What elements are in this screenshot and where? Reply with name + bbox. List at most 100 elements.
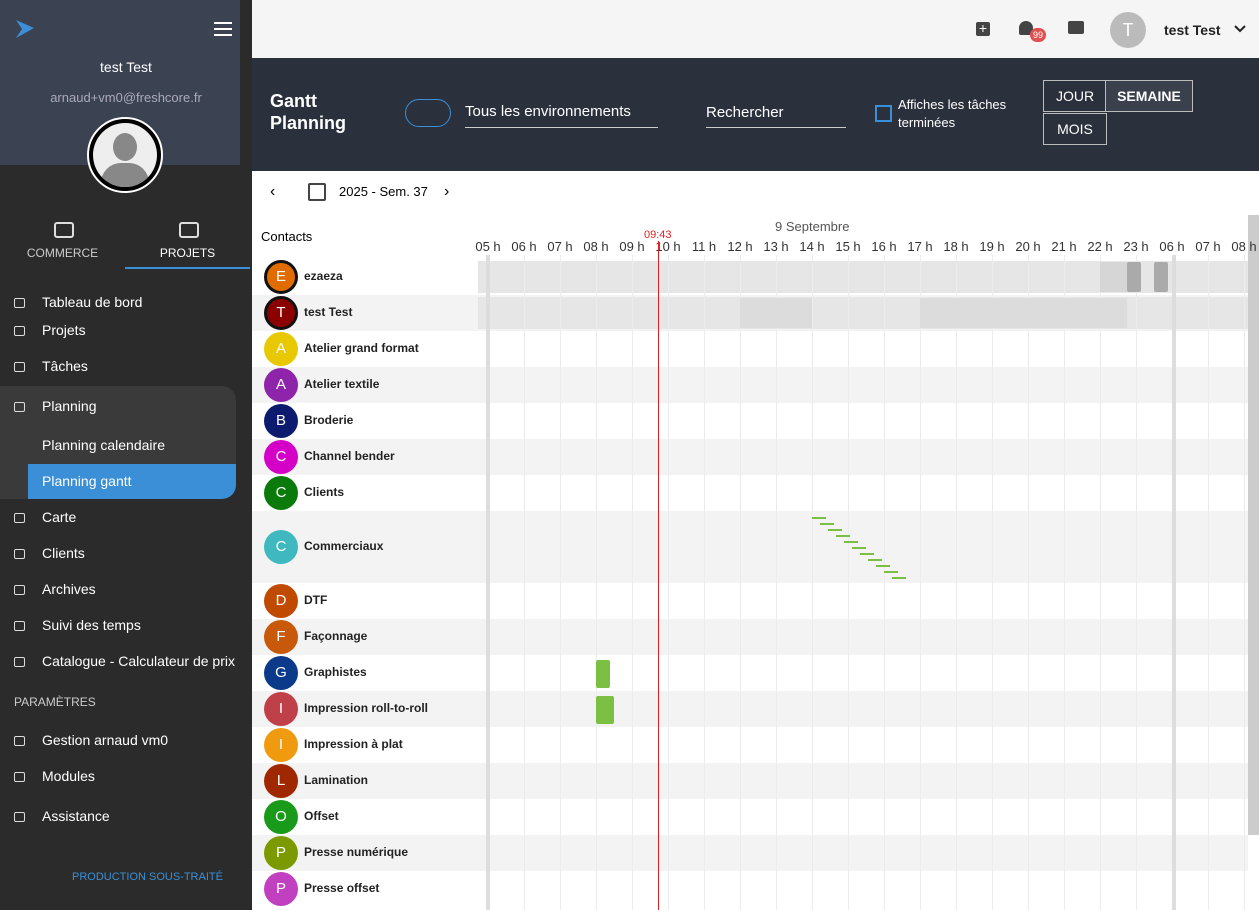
task[interactable]	[876, 565, 890, 567]
menu-icon	[14, 657, 25, 667]
menu-icon	[14, 812, 25, 822]
menu-item[interactable]: Tableau de bord	[42, 294, 143, 310]
menu-item[interactable]: Clients	[42, 545, 85, 561]
task[interactable]	[844, 541, 858, 543]
header: Gantt Planning Tous les environnements R…	[252, 58, 1259, 171]
hour-label: 16 h	[871, 239, 897, 254]
hour-label: 22 h	[1087, 239, 1113, 254]
footer[interactable]: PRODUCTION SOUS-TRAITÉ	[72, 871, 223, 883]
section-label: PARAMÈTRES	[14, 695, 96, 709]
task[interactable]	[920, 298, 1127, 328]
menu-item[interactable]: Projets	[42, 322, 86, 338]
view-button[interactable]: JOUR	[1043, 80, 1107, 112]
menu-item[interactable]: Suivi des temps	[42, 617, 141, 633]
contact-name[interactable]: Lamination	[304, 773, 369, 787]
grid-line	[1100, 255, 1101, 910]
grid-line	[704, 255, 705, 910]
contact-avatar: C	[264, 440, 298, 474]
notifications[interactable]	[1019, 21, 1033, 35]
search[interactable]: Rechercher	[706, 104, 846, 128]
menu-item[interactable]: Catalogue - Calculateur de prix	[42, 653, 235, 669]
tab-icon[interactable]	[179, 222, 199, 238]
menu-item[interactable]: Gestion arnaud vm0	[42, 732, 169, 748]
avatar	[87, 117, 163, 193]
user-avatar[interactable]: T	[1110, 12, 1146, 48]
contact-name[interactable]: ezaeza	[304, 269, 343, 283]
task[interactable]	[884, 571, 898, 573]
add-button[interactable]: +	[976, 21, 990, 36]
menu-item[interactable]: Archives	[42, 581, 96, 597]
menu-item[interactable]: Planning	[42, 398, 97, 414]
row	[252, 763, 1248, 799]
hour-label: 13 h	[763, 239, 789, 254]
contact-name[interactable]: Graphistes	[304, 665, 367, 679]
task[interactable]	[596, 660, 610, 688]
contact-name[interactable]: Atelier grand format	[304, 341, 419, 355]
contact-name[interactable]: Offset	[304, 809, 339, 823]
contact-name[interactable]: test Test	[304, 305, 353, 319]
grid-line	[776, 255, 777, 910]
contact-name[interactable]: Channel bender	[304, 449, 395, 463]
grid-line	[1208, 255, 1209, 910]
contact-avatar: I	[264, 728, 298, 762]
view-button[interactable]: MOIS	[1043, 113, 1107, 145]
task[interactable]	[1127, 262, 1141, 292]
contact-name[interactable]: Façonnage	[304, 629, 368, 643]
menu-item[interactable]: Planning gantt	[42, 473, 132, 489]
next[interactable]: ›	[444, 183, 450, 200]
task[interactable]	[596, 696, 614, 724]
grid-line	[1244, 255, 1245, 910]
task[interactable]	[1154, 262, 1168, 292]
menu-item[interactable]: Carte	[42, 509, 77, 525]
menu-item[interactable]: Assistance	[42, 808, 110, 824]
contact-name[interactable]: Clients	[304, 485, 345, 499]
caret[interactable]	[1234, 25, 1246, 33]
task[interactable]	[828, 529, 842, 531]
task[interactable]	[820, 523, 834, 525]
contact-name[interactable]: Atelier textile	[304, 377, 380, 391]
row	[252, 727, 1248, 763]
view-button[interactable]: SEMAINE	[1105, 80, 1193, 112]
grid-line	[1136, 255, 1137, 910]
contact-avatar: G	[264, 656, 298, 690]
row	[252, 403, 1248, 439]
tab[interactable]: PROJETS	[159, 246, 216, 260]
prev[interactable]: ‹	[270, 183, 276, 200]
contact-name[interactable]: Presse offset	[304, 881, 380, 895]
tab-icon[interactable]	[54, 222, 74, 238]
user-menu[interactable]: test Test	[1164, 22, 1221, 38]
menu-toggle[interactable]	[214, 22, 232, 36]
messages[interactable]	[1068, 21, 1084, 34]
hour-label: 21 h	[1051, 239, 1077, 254]
hour-label: 07 h	[1195, 239, 1221, 254]
menu-item[interactable]: Tâches	[42, 358, 88, 374]
grid-line	[740, 255, 741, 910]
tab[interactable]: COMMERCE	[26, 246, 99, 260]
env-icon[interactable]	[405, 99, 451, 127]
calendar-icon[interactable]	[308, 183, 326, 201]
week-label: 2025 - Sem. 37	[339, 184, 428, 199]
hour-label: 07 h	[547, 239, 573, 254]
contact-avatar: C	[264, 530, 298, 564]
contact-name[interactable]: Commerciaux	[304, 539, 384, 553]
task[interactable]	[868, 559, 882, 561]
contact-name[interactable]: DTF	[304, 593, 328, 607]
menu-item[interactable]: Planning calendaire	[42, 437, 165, 453]
task[interactable]	[836, 535, 850, 537]
contact-name[interactable]: Impression roll-to-roll	[304, 701, 429, 715]
task[interactable]	[740, 298, 812, 328]
env-select[interactable]: Tous les environnements	[465, 103, 658, 128]
task[interactable]	[852, 547, 866, 549]
week-nav: ‹ 2025 - Sem. 37 ›	[252, 171, 1259, 215]
scrollbar[interactable]	[1248, 215, 1259, 835]
menu-item[interactable]: Modules	[42, 768, 95, 784]
contact-name[interactable]: Impression à plat	[304, 737, 403, 751]
task[interactable]	[860, 553, 874, 555]
task[interactable]	[892, 577, 906, 579]
task[interactable]	[1100, 262, 1127, 292]
contact-name[interactable]: Broderie	[304, 413, 354, 427]
checkbox[interactable]	[875, 105, 892, 122]
task[interactable]	[812, 517, 826, 519]
contact-name[interactable]: Presse numérique	[304, 845, 409, 859]
